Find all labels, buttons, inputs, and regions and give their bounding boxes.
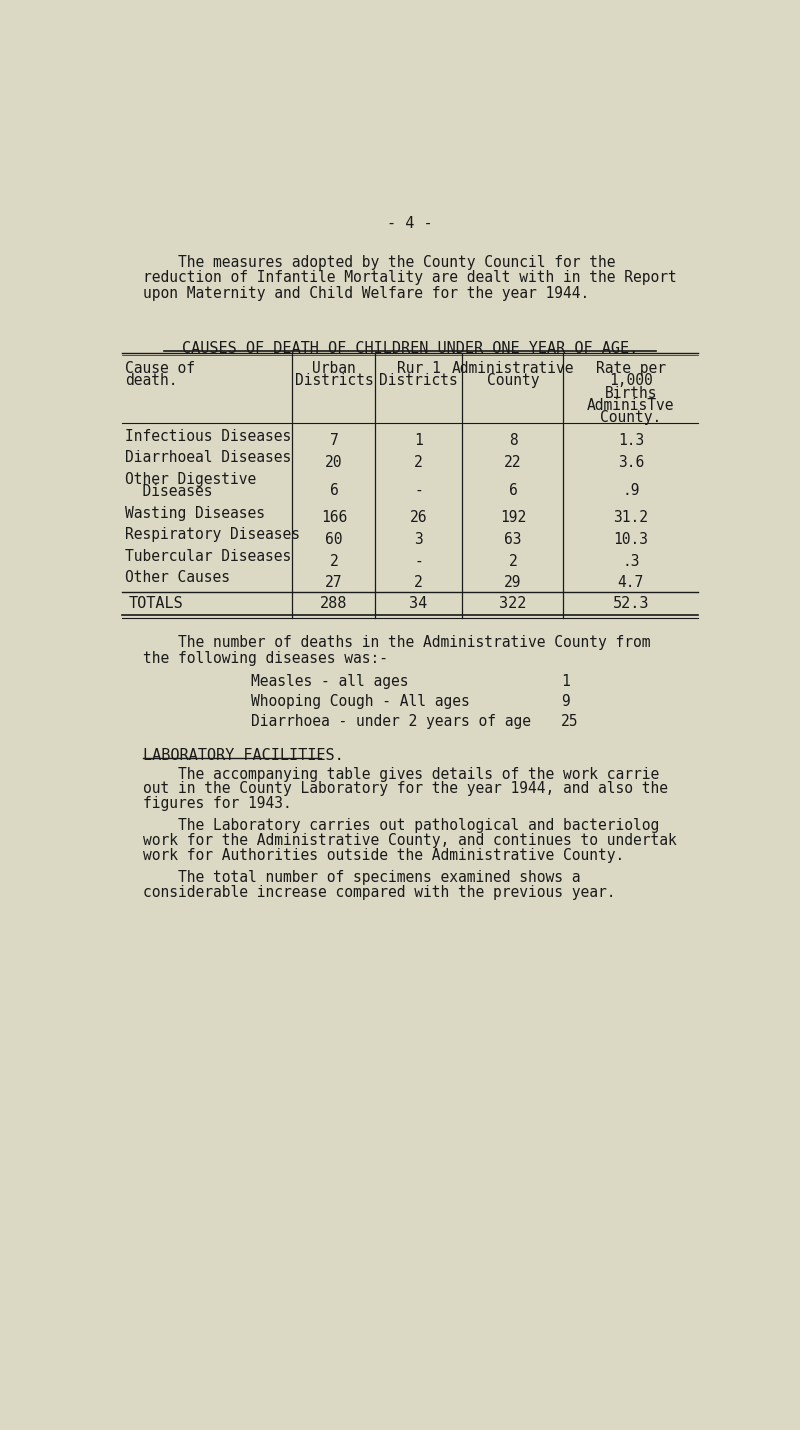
Text: Rate per: Rate per	[596, 360, 666, 376]
Text: Whooping Cough - All ages: Whooping Cough - All ages	[251, 694, 470, 709]
Text: 6: 6	[509, 483, 518, 498]
Text: CAUSES OF DEATH OF CHILDREN UNDER ONE YEAR OF AGE.: CAUSES OF DEATH OF CHILDREN UNDER ONE YE…	[182, 340, 638, 356]
Text: out in the County Laboratory for the year 1944, and also the: out in the County Laboratory for the yea…	[142, 781, 668, 797]
Text: Districts: Districts	[379, 373, 458, 389]
Text: County.: County.	[600, 410, 662, 425]
Text: death.: death.	[125, 373, 178, 389]
Text: The accompanying table gives details of the work carrie: The accompanying table gives details of …	[142, 766, 659, 782]
Text: Cause of: Cause of	[125, 360, 195, 376]
Text: 26: 26	[410, 511, 427, 525]
Text: 29: 29	[504, 575, 522, 591]
Text: Other Digestive: Other Digestive	[125, 472, 256, 486]
Text: 192: 192	[500, 511, 526, 525]
Text: Respiratory Diseases: Respiratory Diseases	[125, 528, 300, 542]
Text: 166: 166	[321, 511, 347, 525]
Text: 7: 7	[330, 433, 338, 449]
Text: 1,000: 1,000	[609, 373, 653, 389]
Text: -: -	[414, 483, 423, 498]
Text: 60: 60	[326, 532, 343, 546]
Text: Measles - all ages: Measles - all ages	[251, 674, 409, 689]
Text: 3: 3	[414, 532, 423, 546]
Text: 63: 63	[504, 532, 522, 546]
Text: The Laboratory carries out pathological and bacteriolog: The Laboratory carries out pathological …	[142, 818, 659, 834]
Text: 1.3: 1.3	[618, 433, 644, 449]
Text: 322: 322	[499, 596, 526, 611]
Text: 25: 25	[561, 714, 578, 729]
Text: .9: .9	[622, 483, 640, 498]
Text: figures for 1943.: figures for 1943.	[142, 797, 291, 811]
Text: 2: 2	[509, 553, 518, 569]
Text: 6: 6	[330, 483, 338, 498]
Text: 10.3: 10.3	[614, 532, 648, 546]
Text: Other Causes: Other Causes	[125, 571, 230, 585]
Text: Diarrhoeal Diseases: Diarrhoeal Diseases	[125, 450, 291, 465]
Text: Diseases: Diseases	[125, 485, 212, 499]
Text: Urban: Urban	[312, 360, 356, 376]
Text: 288: 288	[320, 596, 348, 611]
Text: work for the Administrative County, and continues to undertak: work for the Administrative County, and …	[142, 834, 676, 848]
Text: Births: Births	[605, 386, 657, 400]
Text: -: -	[414, 553, 423, 569]
Text: considerable increase compared with the previous year.: considerable increase compared with the …	[142, 885, 615, 899]
Text: 31.2: 31.2	[614, 511, 648, 525]
Text: 34: 34	[410, 596, 428, 611]
Text: TOTALS: TOTALS	[129, 596, 183, 611]
Text: County: County	[487, 373, 539, 389]
Text: - 4 -: - 4 -	[387, 216, 433, 232]
Text: the following diseases was:-: the following diseases was:-	[142, 651, 388, 665]
Text: 4.7: 4.7	[618, 575, 644, 591]
Text: 8: 8	[509, 433, 518, 449]
Text: AdminisTve: AdminisTve	[587, 398, 674, 413]
Text: Districts: Districts	[294, 373, 374, 389]
Text: 20: 20	[326, 455, 343, 470]
Text: upon Maternity and Child Welfare for the year 1944.: upon Maternity and Child Welfare for the…	[142, 286, 589, 300]
Text: The number of deaths in the Administrative County from: The number of deaths in the Administrati…	[142, 635, 650, 651]
Text: LABORATORY FACILITIES.: LABORATORY FACILITIES.	[142, 748, 343, 762]
Text: The measures adopted by the County Council for the: The measures adopted by the County Counc…	[142, 255, 615, 270]
Text: Rur 1: Rur 1	[397, 360, 441, 376]
Text: reduction of Infantile Mortality are dealt with in the Report: reduction of Infantile Mortality are dea…	[142, 270, 676, 285]
Text: Infectious Diseases: Infectious Diseases	[125, 429, 291, 443]
Text: 1: 1	[561, 674, 570, 689]
Text: work for Authorities outside the Administrative County.: work for Authorities outside the Adminis…	[142, 848, 624, 862]
Text: 2: 2	[414, 455, 423, 470]
Text: Administrative: Administrative	[452, 360, 574, 376]
Text: Wasting Diseases: Wasting Diseases	[125, 506, 265, 521]
Text: 9: 9	[561, 694, 570, 709]
Text: 2: 2	[330, 553, 338, 569]
Text: .3: .3	[622, 553, 640, 569]
Text: Tubercular Diseases: Tubercular Diseases	[125, 549, 291, 563]
Text: 22: 22	[504, 455, 522, 470]
Text: 27: 27	[326, 575, 343, 591]
Text: 2: 2	[414, 575, 423, 591]
Text: The total number of specimens examined shows a: The total number of specimens examined s…	[142, 869, 580, 885]
Text: Diarrhoea - under 2 years of age: Diarrhoea - under 2 years of age	[251, 714, 531, 729]
Text: 3.6: 3.6	[618, 455, 644, 470]
Text: 1: 1	[414, 433, 423, 449]
Text: 52.3: 52.3	[613, 596, 649, 611]
